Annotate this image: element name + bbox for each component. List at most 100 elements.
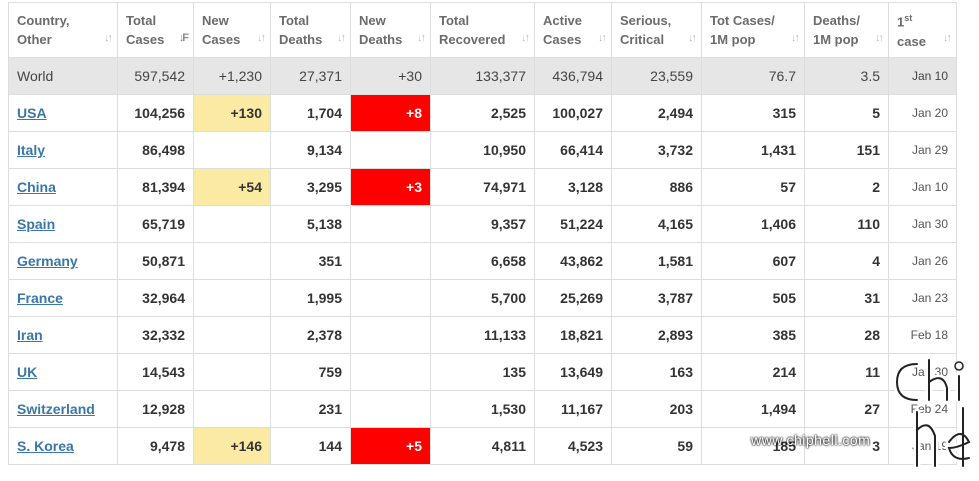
sort-icon[interactable]: ↓↑ <box>337 32 346 44</box>
cell-country: Spain <box>8 205 118 243</box>
cell-active-cases: 25,269 <box>534 279 612 317</box>
cell-total-cases: 32,332 <box>117 316 194 354</box>
column-header-7[interactable]: Serious, Critical ↓↑ <box>611 2 702 58</box>
cell-deaths-per-1m: 27 <box>804 390 889 428</box>
cell-total-cases: 65,719 <box>117 205 194 243</box>
cell-serious-critical: 23,559 <box>611 57 702 95</box>
sort-icon[interactable]: ↓F <box>178 32 189 44</box>
cell-first-case: Jan 30 <box>888 205 957 243</box>
header-row: Country, Other ↓↑ Total Cases ↓F New Cases ↓↑ Tot… <box>8 2 957 58</box>
column-header-8[interactable]: Tot Cases/1M pop ↓↑ <box>701 2 805 58</box>
column-header-9[interactable]: Deaths/1M pop ↓↑ <box>804 2 889 58</box>
column-header-line2: Recovered <box>439 32 506 47</box>
cell-total-cases: 81,394 <box>117 168 194 206</box>
cell-total-deaths: 9,134 <box>270 131 351 169</box>
sort-icon[interactable]: ↓↑ <box>791 32 800 44</box>
cell-total-deaths: 1,704 <box>270 94 351 132</box>
column-header-line1: Tot Cases/ <box>710 13 775 28</box>
cell-cases-per-1m: 385 <box>701 316 805 354</box>
column-header-10[interactable]: 1st case ↓↑ <box>888 2 957 58</box>
cell-new-cases: +130 <box>193 94 271 132</box>
table-row: UK 14,543 759 135 13,649 163 214 11 Jan 30 <box>8 353 957 391</box>
table-row: China 81,394 +54 3,295 +3 74,971 3,128 886 57 2 Ja… <box>8 168 957 206</box>
cell-first-case: Jan 29 <box>888 131 957 169</box>
sort-icon[interactable]: ↓↑ <box>104 32 113 44</box>
country-link[interactable]: France <box>17 290 63 306</box>
country-link[interactable]: Iran <box>17 327 43 343</box>
sort-icon[interactable]: ↓↑ <box>257 32 266 44</box>
cell-new-cases: +1,230 <box>193 57 271 95</box>
cell-serious-critical: 3,787 <box>611 279 702 317</box>
column-header-line2: Cases <box>202 32 241 47</box>
column-header-line2: 1M pop <box>813 32 859 47</box>
cell-active-cases: 436,794 <box>534 57 612 95</box>
column-header-line2: Cases <box>543 32 582 47</box>
cell-serious-critical: 2,893 <box>611 316 702 354</box>
sort-icon[interactable]: ↓↑ <box>598 32 607 44</box>
country-link[interactable]: Spain <box>17 216 56 232</box>
table-row: Italy 86,498 9,134 10,950 66,414 3,732 1,431 15… <box>8 131 957 169</box>
cell-deaths-per-1m: 31 <box>804 279 889 317</box>
cell-deaths-per-1m: 2 <box>804 168 889 206</box>
cell-first-case: Jan 23 <box>888 279 957 317</box>
cell-total-cases: 104,256 <box>117 94 194 132</box>
column-header-line1: Total <box>279 13 310 28</box>
column-header-3[interactable]: Total Deaths ↓↑ <box>270 2 351 58</box>
cell-cases-per-1m: 1,406 <box>701 205 805 243</box>
cell-new-deaths <box>350 279 431 317</box>
country-link[interactable]: Italy <box>17 142 46 158</box>
column-header-sup: st <box>904 13 913 24</box>
country-link[interactable]: China <box>17 179 56 195</box>
sort-icon[interactable]: ↓↑ <box>875 32 884 44</box>
cell-serious-critical: 163 <box>611 353 702 391</box>
cell-total-cases: 50,871 <box>117 242 194 280</box>
cell-total-deaths: 27,371 <box>270 57 351 95</box>
cell-total-recovered: 5,700 <box>430 279 535 317</box>
column-header-4[interactable]: New Deaths ↓↑ <box>350 2 431 58</box>
cell-deaths-per-1m: 3 <box>804 427 889 465</box>
cell-cases-per-1m: 76.7 <box>701 57 805 95</box>
cell-total-recovered: 6,658 <box>430 242 535 280</box>
cell-new-cases <box>193 242 271 280</box>
column-header-line1: 1 <box>897 14 905 30</box>
cell-country: World <box>8 57 118 95</box>
sort-icon[interactable]: ↓↑ <box>521 32 530 44</box>
column-header-line2: Critical <box>620 32 665 47</box>
cell-total-recovered: 2,525 <box>430 94 535 132</box>
cell-serious-critical: 2,494 <box>611 94 702 132</box>
cell-new-cases: +146 <box>193 427 271 465</box>
sort-icon[interactable]: ↓↑ <box>688 32 697 44</box>
country-link[interactable]: UK <box>17 364 38 380</box>
covid-stats-table: Country, Other ↓↑ Total Cases ↓F New Cases ↓↑ Tot… <box>8 2 957 465</box>
sort-icon[interactable]: ↓↑ <box>943 32 952 44</box>
column-header-2[interactable]: New Cases ↓↑ <box>193 2 271 58</box>
cell-country: China <box>8 168 118 206</box>
cell-new-cases <box>193 279 271 317</box>
cell-new-deaths <box>350 131 431 169</box>
column-header-6[interactable]: Active Cases ↓↑ <box>534 2 612 58</box>
column-header-0[interactable]: Country, Other ↓↑ <box>8 2 118 58</box>
country-link[interactable]: S. Korea <box>17 438 74 454</box>
column-header-line1: Serious, <box>620 13 672 28</box>
country-link[interactable]: Germany <box>17 253 78 269</box>
column-header-line1: Total <box>126 13 157 28</box>
cell-total-recovered: 133,377 <box>430 57 535 95</box>
country-link[interactable]: Switzerland <box>17 401 95 417</box>
cell-new-deaths: +5 <box>350 427 431 465</box>
cell-first-case: Jan 10 <box>888 57 957 95</box>
cell-deaths-per-1m: 110 <box>804 205 889 243</box>
cell-country: S. Korea <box>8 427 118 465</box>
cell-new-deaths <box>350 316 431 354</box>
column-header-line1: Active <box>543 13 583 28</box>
cell-total-recovered: 135 <box>430 353 535 391</box>
country-link[interactable]: USA <box>17 105 47 121</box>
column-header-1[interactable]: Total Cases ↓F <box>117 2 194 58</box>
cell-new-cases <box>193 131 271 169</box>
column-header-line1: New <box>202 13 229 28</box>
column-header-5[interactable]: Total Recovered ↓↑ <box>430 2 535 58</box>
cell-country: Italy <box>8 131 118 169</box>
cell-total-deaths: 231 <box>270 390 351 428</box>
cell-total-recovered: 10,950 <box>430 131 535 169</box>
cell-total-cases: 12,928 <box>117 390 194 428</box>
sort-icon[interactable]: ↓↑ <box>417 32 426 44</box>
